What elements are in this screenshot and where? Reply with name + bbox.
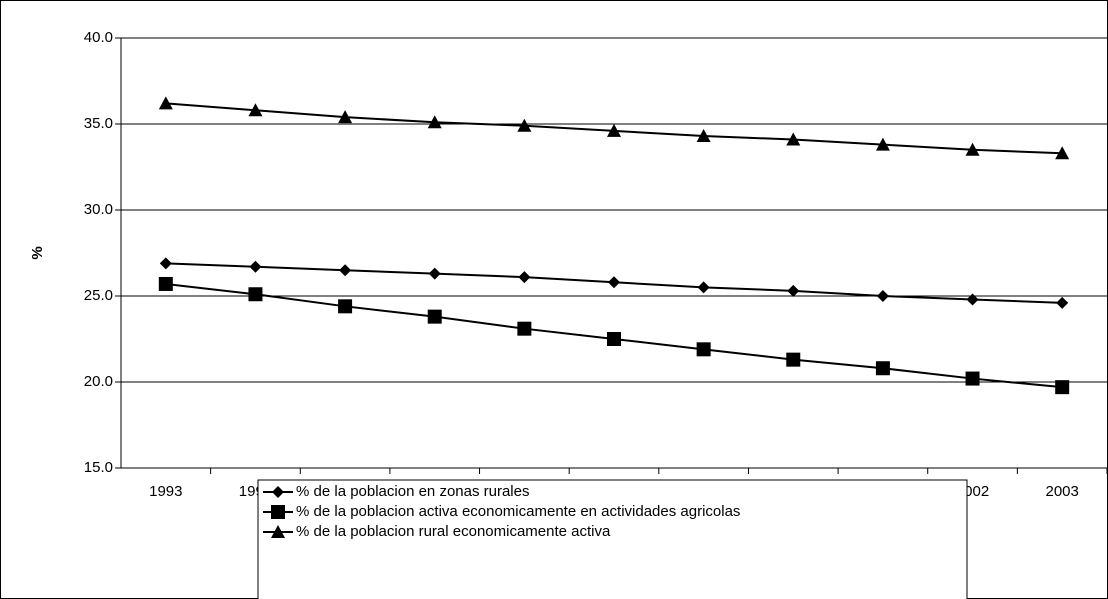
marker — [608, 276, 620, 289]
y-tick-label: 25.0 — [84, 287, 113, 304]
marker — [517, 118, 532, 132]
x-tick-label: 2003 — [1045, 483, 1078, 500]
marker — [518, 271, 531, 284]
marker — [1055, 380, 1070, 395]
marker — [159, 257, 172, 270]
legend-marker — [272, 486, 284, 498]
y-tick-label: 15.0 — [84, 459, 113, 476]
legend-label: % de la poblacion en zonas rurales — [296, 483, 529, 500]
legend-box — [257, 479, 968, 599]
marker — [517, 321, 532, 336]
legend-label: % de la poblacion rural economicamente a… — [296, 523, 611, 540]
marker — [786, 132, 801, 146]
marker — [338, 110, 353, 124]
y-axis-label: % — [29, 246, 46, 259]
marker — [427, 115, 442, 129]
y-tick-label: 30.0 — [84, 201, 113, 218]
y-tick-label: 40.0 — [84, 29, 113, 46]
marker — [428, 267, 441, 280]
marker — [339, 264, 352, 277]
marker — [158, 96, 173, 110]
marker — [1055, 146, 1070, 160]
marker — [697, 281, 710, 294]
marker — [965, 371, 980, 386]
marker — [876, 290, 889, 302]
x-tick-label: 1993 — [149, 483, 182, 500]
y-tick-label: 35.0 — [84, 115, 113, 132]
marker — [427, 309, 442, 324]
marker — [965, 142, 980, 156]
marker — [248, 287, 263, 302]
marker — [787, 284, 800, 297]
marker — [786, 352, 801, 367]
marker — [248, 103, 263, 117]
legend-label: % de la poblacion activa economicamente … — [296, 503, 740, 520]
marker — [607, 123, 621, 137]
marker — [696, 129, 711, 143]
marker — [696, 342, 711, 357]
marker — [1056, 296, 1069, 309]
legend-marker — [271, 505, 285, 519]
y-tick-label: 20.0 — [84, 373, 113, 390]
legend-marker — [271, 525, 285, 538]
marker — [875, 137, 890, 151]
marker — [158, 276, 173, 291]
marker — [338, 299, 353, 314]
marker — [966, 293, 979, 306]
marker — [875, 361, 890, 376]
marker — [607, 332, 621, 346]
marker — [249, 260, 262, 273]
